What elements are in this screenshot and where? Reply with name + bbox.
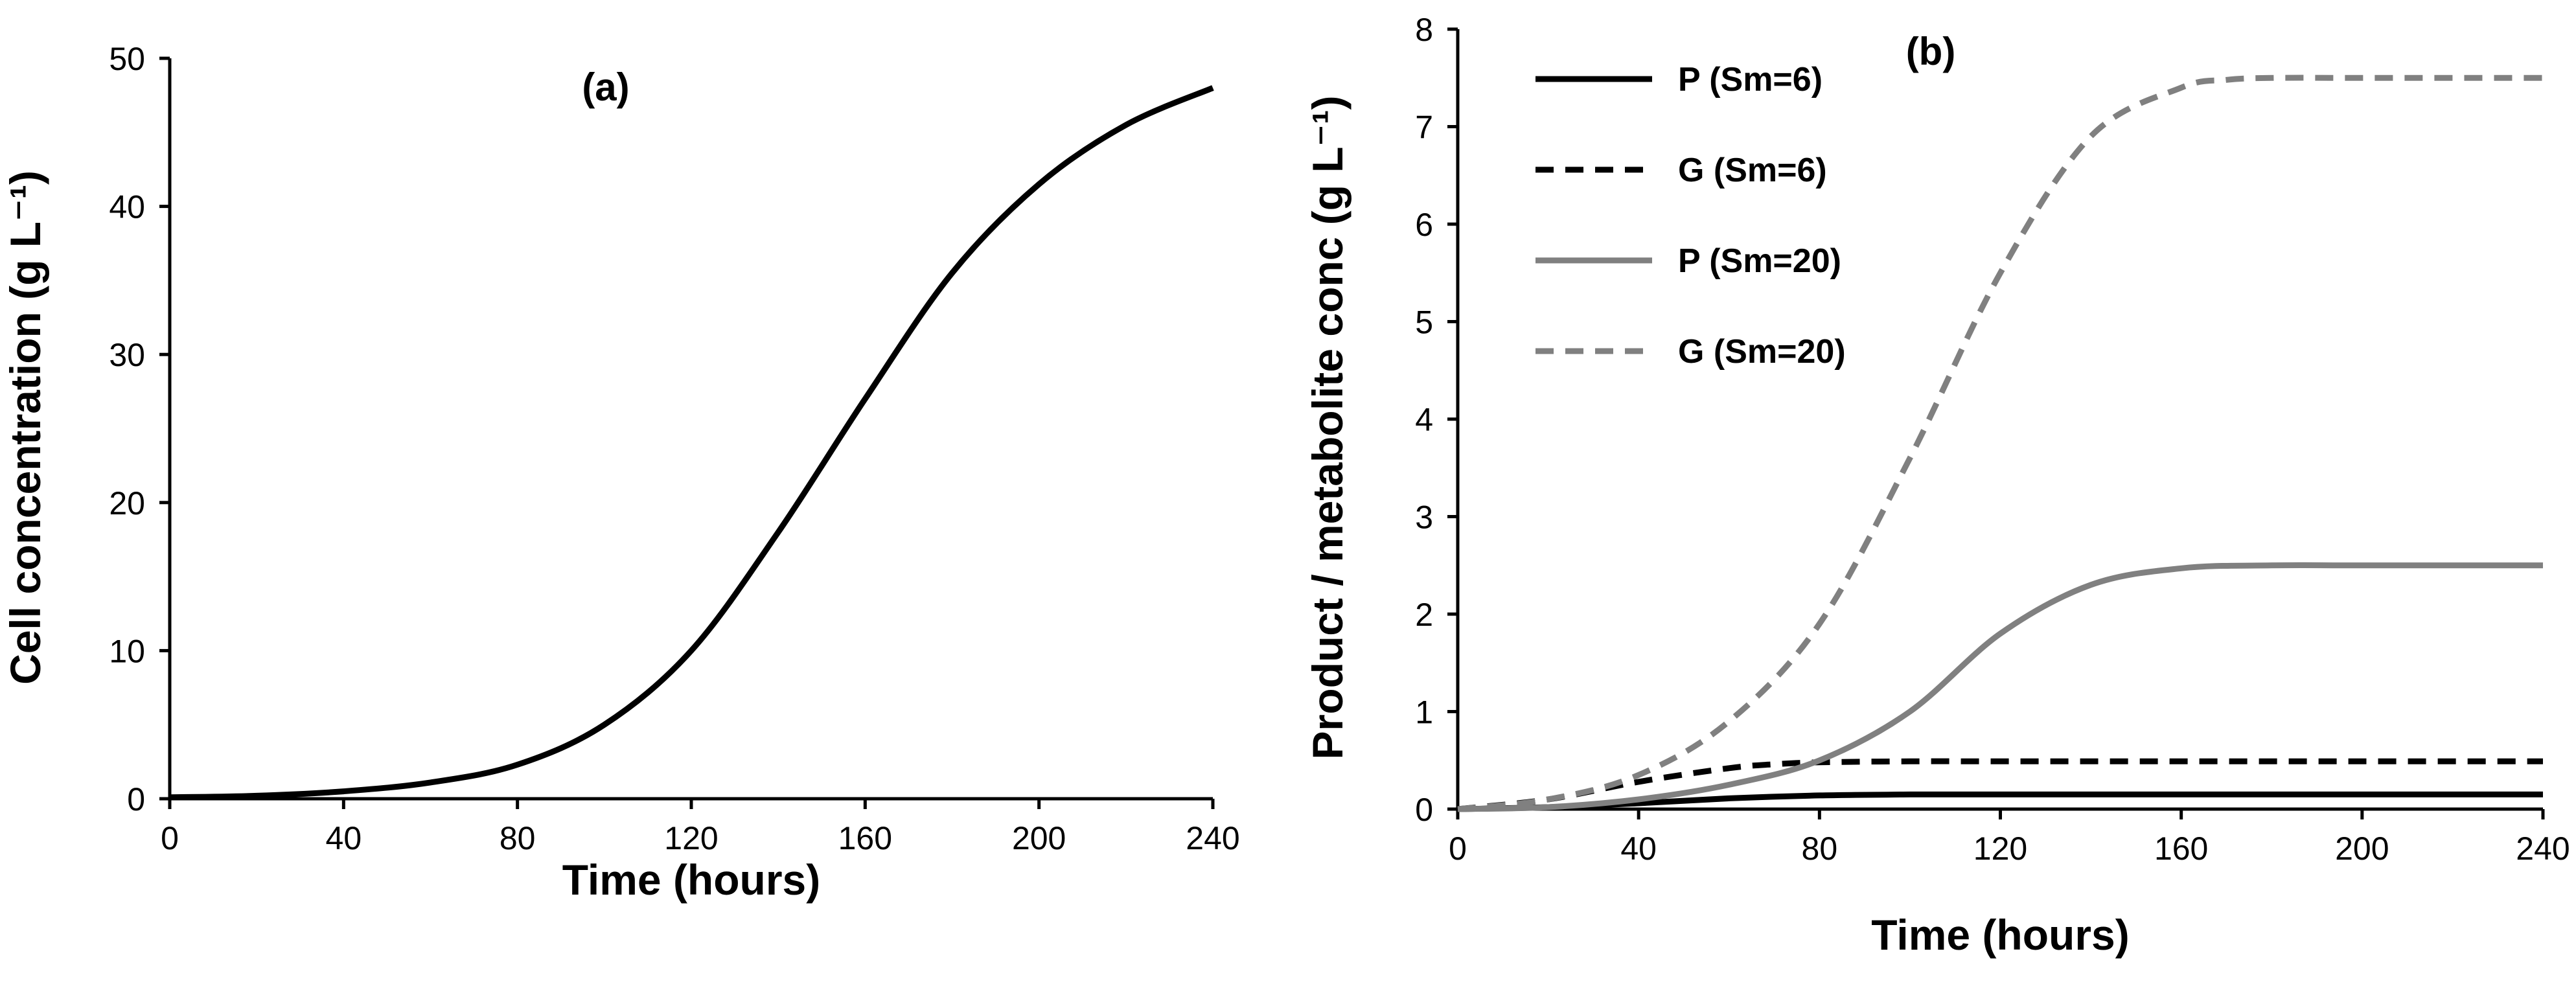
y-axis-title: Product / metabolite conc (g L⁻¹): [1304, 96, 1351, 760]
x-tick-label: 40: [326, 820, 362, 856]
x-tick-label: 40: [1620, 830, 1657, 867]
panel-a-cell-concentration-chart: 0 10 20 30 40 50 0 40 80 120 160 200 240 Time (hours)…: [1, 41, 1240, 904]
y-tick-label: 2: [1415, 597, 1433, 633]
x-axis-title: Time (hours): [562, 856, 820, 904]
x-axis-title: Time (hours): [1871, 911, 2129, 959]
y-tick-label: 4: [1415, 402, 1433, 438]
legend-label: G (Sm=20): [1678, 333, 1846, 371]
y-tick-label: 10: [109, 633, 145, 669]
y-tick-label: 8: [1415, 12, 1433, 48]
x-tick-label: 0: [1449, 830, 1467, 867]
series-line-4: [1457, 74, 2543, 812]
legend-label: P (Sm=20): [1678, 242, 1841, 280]
x-tick-label: 160: [2154, 830, 2208, 867]
y-tick-label: 3: [1415, 499, 1433, 536]
x-tick-label: 240: [1186, 820, 1239, 856]
x-tick-label: 200: [1012, 820, 1066, 856]
panel-label: (b): [1906, 30, 1956, 73]
series-line-3: [1457, 562, 2543, 812]
x-tick-label: 80: [1802, 830, 1838, 867]
x-tick-label: 200: [2335, 830, 2389, 867]
y-tick-label: 6: [1415, 207, 1433, 243]
x-tick-label: 240: [2516, 830, 2570, 867]
x-tick-label: 0: [161, 820, 179, 856]
x-tick-label: 160: [838, 820, 892, 856]
y-axis-title: Cell concentration (g L⁻¹): [1, 170, 49, 685]
x-tick-label: 80: [500, 820, 536, 856]
y-tick-label: 1: [1415, 694, 1433, 731]
x-tick-label: 120: [1973, 830, 2027, 867]
panel-label: (a): [582, 65, 629, 109]
y-tick-label: 5: [1415, 304, 1433, 341]
legend-label: P (Sm=6): [1678, 61, 1823, 98]
x-tick-label: 120: [664, 820, 718, 856]
series-line-2: [1457, 758, 2543, 812]
y-tick-label: 30: [109, 337, 145, 373]
legend-label: G (Sm=6): [1678, 152, 1827, 189]
y-tick-label: 0: [127, 781, 145, 818]
series-line-1: [169, 85, 1214, 801]
y-tick-label: 0: [1415, 792, 1433, 828]
y-tick-label: 40: [109, 189, 145, 225]
y-tick-label: 50: [109, 41, 145, 77]
y-tick-label: 20: [109, 485, 145, 521]
y-tick-label: 7: [1415, 109, 1433, 146]
